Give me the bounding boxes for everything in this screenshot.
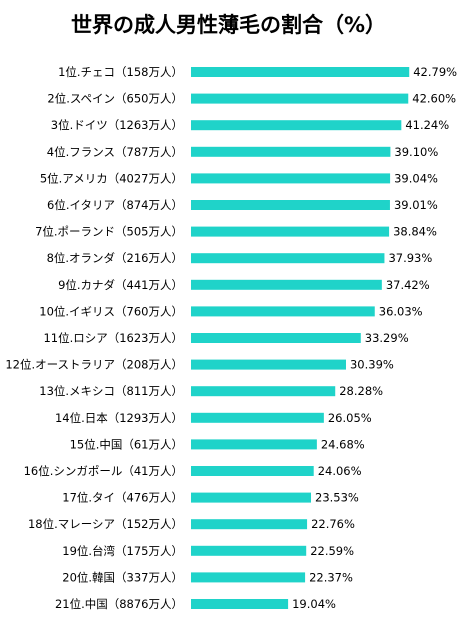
category-label: 4位.フランス（787万人） — [47, 145, 183, 159]
value-label: 37.93% — [388, 251, 432, 265]
value-label: 24.06% — [318, 464, 362, 478]
value-label: 19.04% — [292, 597, 336, 611]
category-label: 18位.マレーシア（152万人） — [28, 517, 183, 531]
value-label: 39.04% — [394, 171, 438, 185]
category-label: 3位.ドイツ（1263万人） — [51, 118, 183, 132]
bar — [191, 93, 409, 104]
category-label: 19位.台湾（175万人） — [62, 544, 183, 558]
value-label: 26.05% — [328, 411, 372, 425]
value-label: 39.10% — [394, 145, 438, 159]
value-label: 23.53% — [315, 491, 359, 505]
value-label: 39.01% — [394, 198, 438, 212]
bar — [191, 519, 308, 530]
category-label: 7位.ポーランド（505万人） — [35, 225, 183, 239]
value-label: 33.29% — [365, 331, 409, 345]
category-label: 11位.ロシア（1623万人） — [43, 331, 183, 345]
bar — [191, 226, 390, 237]
bar — [191, 120, 402, 131]
bar — [191, 67, 410, 77]
bar — [191, 359, 346, 370]
value-label: 22.59% — [310, 544, 354, 558]
category-label: 10位.イギリス（760万人） — [39, 304, 183, 318]
bar — [191, 279, 382, 290]
value-label: 38.84% — [393, 225, 437, 239]
bar — [191, 572, 306, 583]
bar — [191, 492, 312, 503]
value-label: 37.42% — [386, 278, 430, 292]
category-label: 5位.アメリカ（4027万人） — [40, 171, 183, 185]
value-label: 42.60% — [412, 92, 456, 106]
bar — [191, 386, 336, 397]
bar — [191, 545, 307, 556]
bar — [191, 412, 324, 423]
value-label: 28.28% — [339, 384, 383, 398]
category-label: 8位.オランダ（216万人） — [47, 251, 183, 265]
bar — [191, 173, 391, 184]
bar — [191, 200, 390, 210]
category-label: 14位.日本（1293万人） — [55, 411, 183, 425]
value-label: 42.79% — [413, 65, 457, 79]
category-label: 1位.チェコ（158万人） — [58, 65, 183, 79]
bar — [191, 466, 314, 476]
value-label: 22.37% — [309, 570, 353, 584]
bar — [191, 146, 391, 157]
bar — [191, 439, 317, 450]
category-label: 16位.シンガポール（41万人） — [24, 464, 183, 478]
bar — [191, 253, 385, 264]
chart-title: 世界の成人男性薄毛の割合（%） — [70, 13, 387, 37]
category-label: 21位.中国（8876万人） — [55, 597, 183, 611]
category-label: 17位.タイ（476万人） — [62, 491, 183, 505]
bar — [191, 306, 375, 317]
category-label: 15位.中国（61万人） — [70, 437, 183, 451]
value-label: 22.76% — [311, 517, 355, 531]
category-label: 12位.オーストラリア（208万人） — [5, 358, 183, 372]
bar — [191, 599, 289, 609]
value-label: 41.24% — [405, 118, 449, 132]
category-label: 6位.イタリア（874万人） — [47, 198, 183, 212]
category-label: 9位.カナダ（441万人） — [58, 278, 183, 292]
category-label: 13位.メキシコ（811万人） — [39, 384, 183, 398]
value-label: 24.68% — [321, 437, 365, 451]
category-label: 20位.韓国（337万人） — [62, 570, 183, 584]
value-label: 30.39% — [350, 358, 394, 372]
bar — [191, 333, 361, 343]
category-label: 2位.スペイン（650万人） — [47, 92, 183, 106]
value-label: 36.03% — [379, 304, 423, 318]
